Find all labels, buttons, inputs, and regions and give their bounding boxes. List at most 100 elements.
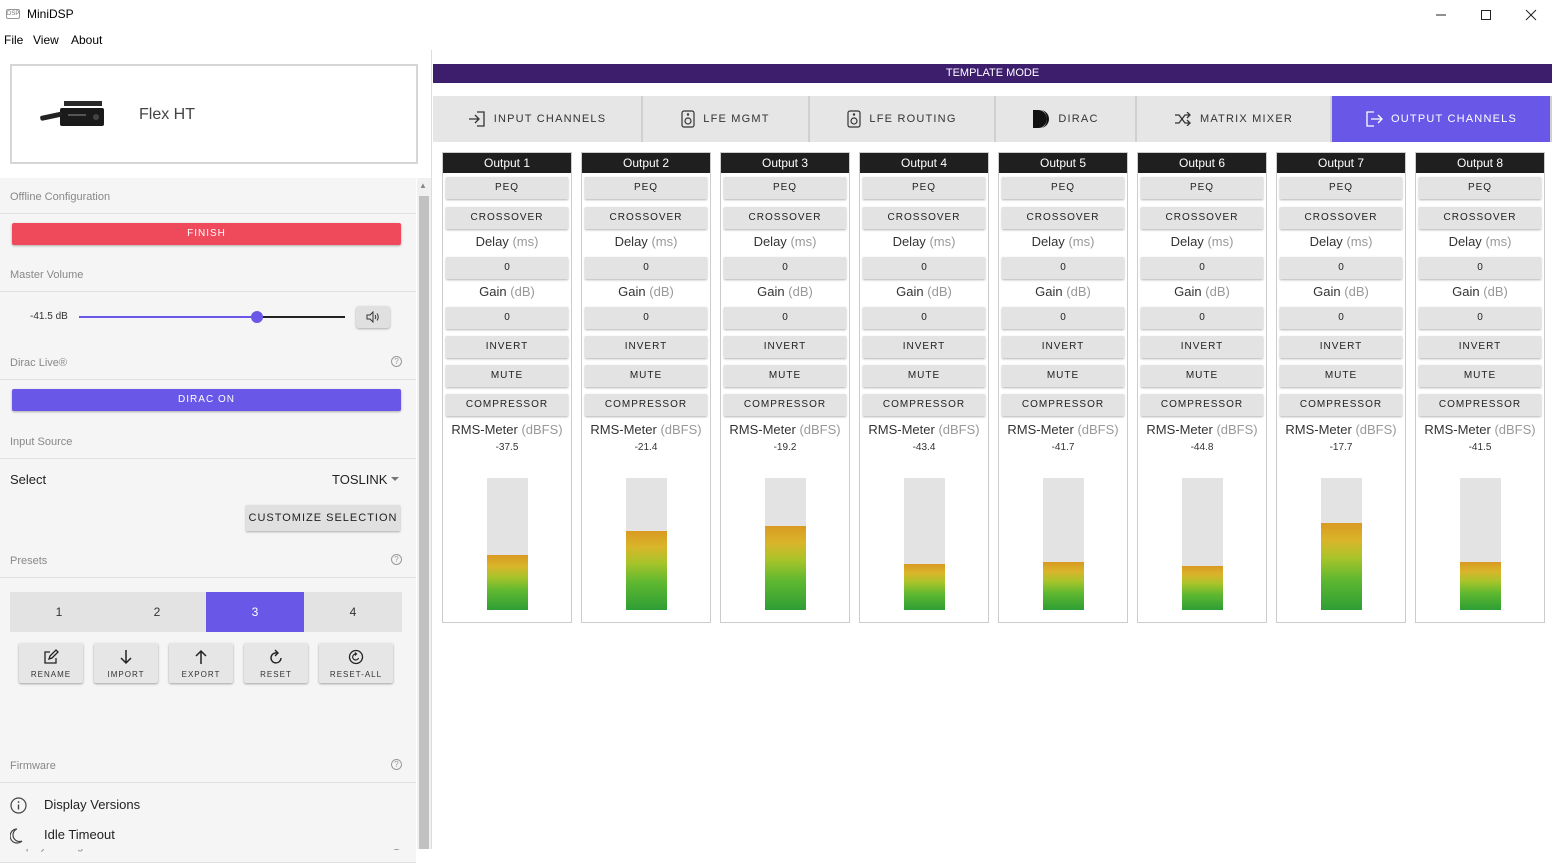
invert-button[interactable]: INVERT (446, 336, 568, 358)
gain-input[interactable]: 0 (1002, 307, 1124, 329)
dirac-on-button[interactable]: DIRAC ON (12, 389, 401, 411)
tab-output-channels[interactable]: OUTPUT CHANNELS (1332, 96, 1552, 142)
invert-button[interactable]: INVERT (724, 336, 846, 358)
crossover-button[interactable]: CROSSOVER (446, 207, 568, 229)
gain-input[interactable]: 0 (1419, 307, 1541, 329)
tab-label: OUTPUT CHANNELS (1391, 113, 1517, 125)
peq-button[interactable]: PEQ (1141, 177, 1263, 199)
menu-bar: File View About (0, 30, 1552, 50)
invert-button[interactable]: INVERT (1280, 336, 1402, 358)
compressor-button[interactable]: COMPRESSOR (863, 394, 985, 416)
delay-input[interactable]: 0 (1141, 257, 1263, 279)
import-button[interactable]: IMPORT (94, 643, 158, 683)
customize-selection-button[interactable]: CUSTOMIZE SELECTION (246, 505, 400, 531)
rename-button[interactable]: RENAME (19, 643, 83, 683)
invert-button[interactable]: INVERT (1419, 336, 1541, 358)
compressor-button[interactable]: COMPRESSOR (1280, 394, 1402, 416)
gain-unit: (dB) (1205, 284, 1230, 299)
reset-button[interactable]: RESET (244, 643, 308, 683)
menu-file[interactable]: File (4, 33, 24, 47)
mute-volume-button[interactable] (356, 306, 390, 328)
crossover-button[interactable]: CROSSOVER (1141, 207, 1263, 229)
mute-button[interactable]: MUTE (1141, 365, 1263, 387)
mute-button[interactable]: MUTE (1280, 365, 1402, 387)
volume-slider-thumb[interactable] (251, 311, 264, 323)
help-icon[interactable]: ? (391, 356, 402, 367)
idle-timeout-item[interactable]: Idle Timeout (0, 815, 416, 849)
tab-input-channels[interactable]: INPUT CHANNELS (433, 96, 643, 142)
gain-input[interactable]: 0 (724, 307, 846, 329)
tab-label: INPUT CHANNELS (493, 113, 607, 125)
export-button[interactable]: EXPORT (169, 643, 233, 683)
gain-input[interactable]: 0 (446, 307, 568, 329)
tab-matrix-mixer[interactable]: MATRIX MIXER (1137, 96, 1332, 142)
invert-button[interactable]: INVERT (1002, 336, 1124, 358)
finish-button[interactable]: FINISH (12, 223, 401, 245)
mute-button[interactable]: MUTE (585, 365, 707, 387)
compressor-button[interactable]: COMPRESSOR (1141, 394, 1263, 416)
mute-button[interactable]: MUTE (724, 365, 846, 387)
compressor-button[interactable]: COMPRESSOR (724, 394, 846, 416)
settings-panel: Offline Configuration FINISH Master Volu… (0, 178, 416, 863)
help-icon[interactable]: ? (391, 759, 402, 770)
delay-input[interactable]: 0 (1002, 257, 1124, 279)
crossover-button[interactable]: CROSSOVER (724, 207, 846, 229)
peq-button[interactable]: PEQ (724, 177, 846, 199)
invert-button[interactable]: INVERT (585, 336, 707, 358)
maximize-button[interactable] (1463, 0, 1509, 30)
peq-button[interactable]: PEQ (1002, 177, 1124, 199)
preset-1-button[interactable]: 1 (10, 592, 108, 632)
tab-lfe-routing[interactable]: LFE ROUTING (810, 96, 996, 142)
crossover-button[interactable]: CROSSOVER (1002, 207, 1124, 229)
invert-button[interactable]: INVERT (863, 336, 985, 358)
delay-input[interactable]: 0 (446, 257, 568, 279)
peq-button[interactable]: PEQ (585, 177, 707, 199)
peq-button[interactable]: PEQ (1419, 177, 1541, 199)
idle-timeout-label: Idle Timeout (44, 827, 115, 842)
delay-input[interactable]: 0 (863, 257, 985, 279)
tab-lfe-mgmt[interactable]: LFE MGMT (643, 96, 810, 142)
help-icon[interactable]: ? (391, 554, 402, 565)
chevron-down-icon[interactable] (391, 477, 399, 481)
preset-2-button[interactable]: 2 (108, 592, 206, 632)
crossover-button[interactable]: CROSSOVER (863, 207, 985, 229)
delay-input[interactable]: 0 (724, 257, 846, 279)
peq-button[interactable]: PEQ (1280, 177, 1402, 199)
peq-button[interactable]: PEQ (446, 177, 568, 199)
menu-view[interactable]: View (33, 33, 59, 47)
menu-about[interactable]: About (71, 33, 103, 47)
close-button[interactable] (1508, 0, 1552, 30)
compressor-button[interactable]: COMPRESSOR (446, 394, 568, 416)
mute-button[interactable]: MUTE (863, 365, 985, 387)
delay-input[interactable]: 0 (1280, 257, 1402, 279)
delay-input[interactable]: 0 (1419, 257, 1541, 279)
gain-input[interactable]: 0 (1141, 307, 1263, 329)
gain-unit: (dB) (510, 284, 535, 299)
compressor-button[interactable]: COMPRESSOR (1002, 394, 1124, 416)
minimize-button[interactable] (1418, 0, 1464, 30)
gain-input[interactable]: 0 (863, 307, 985, 329)
scroll-up-icon[interactable]: ▲ (419, 181, 427, 190)
crossover-button[interactable]: CROSSOVER (1280, 207, 1402, 229)
mute-button[interactable]: MUTE (446, 365, 568, 387)
mute-button[interactable]: MUTE (1002, 365, 1124, 387)
invert-button[interactable]: INVERT (1141, 336, 1263, 358)
delay-unit: (ms) (512, 234, 539, 249)
compressor-button[interactable]: COMPRESSOR (585, 394, 707, 416)
tab-dirac[interactable]: DIRAC (996, 96, 1137, 142)
gain-input[interactable]: 0 (1280, 307, 1402, 329)
crossover-button[interactable]: CROSSOVER (585, 207, 707, 229)
sidebar-scrollbar-thumb[interactable] (419, 196, 429, 849)
input-source-select[interactable]: TOSLINK (332, 472, 388, 487)
delay-label: Delay (ms) (1277, 234, 1405, 249)
compressor-button[interactable]: COMPRESSOR (1419, 394, 1541, 416)
preset-3-button[interactable]: 3 (206, 592, 304, 632)
reset-all-button[interactable]: RESET-ALL (319, 643, 393, 683)
gain-input[interactable]: 0 (585, 307, 707, 329)
delay-input[interactable]: 0 (585, 257, 707, 279)
peq-button[interactable]: PEQ (863, 177, 985, 199)
mute-button[interactable]: MUTE (1419, 365, 1541, 387)
arrow-up-icon (195, 649, 207, 664)
crossover-button[interactable]: CROSSOVER (1419, 207, 1541, 229)
preset-4-button[interactable]: 4 (304, 592, 402, 632)
